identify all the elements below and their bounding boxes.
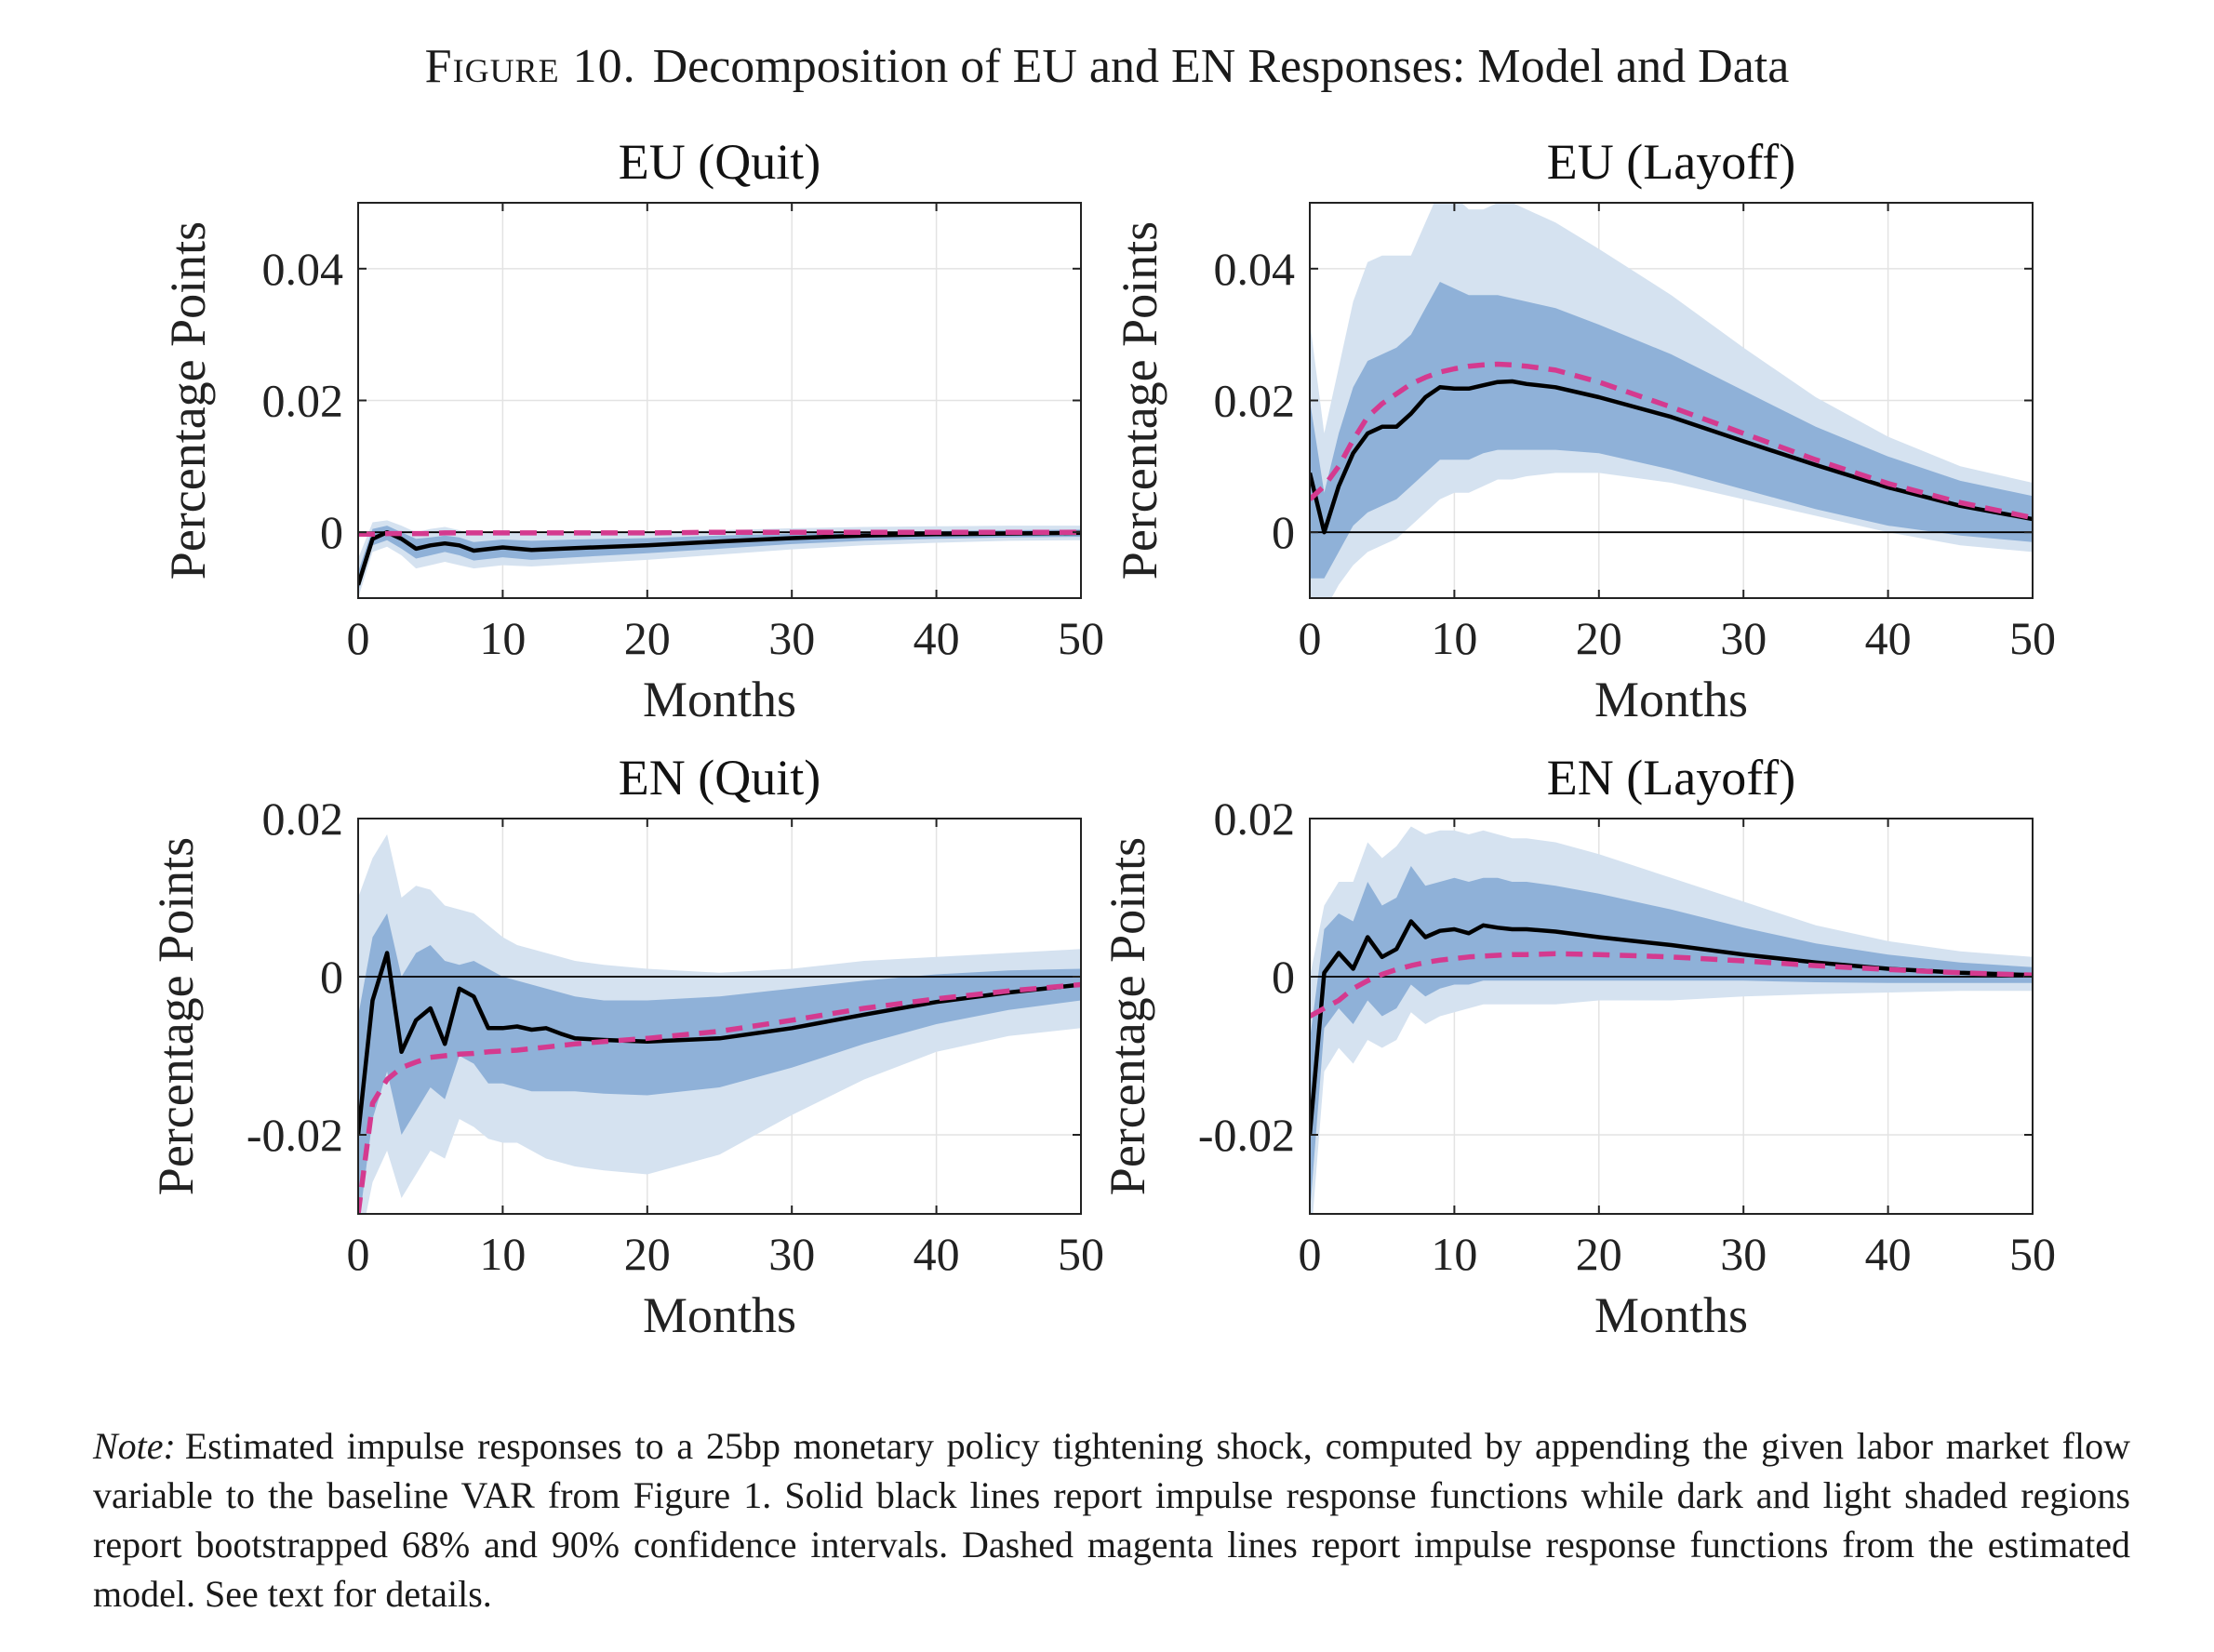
x-tick-label: 0 [1299,1228,1322,1280]
y-axis-label: Percentage Points [1112,221,1167,580]
chart-panel-1: 0 10 20 30 40 50 0 0.02 0.04 EU (Quit) Months Perce… [160,134,1104,727]
figure-title: Figure 10. Decomposition of EU and EN Res… [0,39,2214,94]
x-axis-label: Months [643,672,796,727]
x-tick-label: 10 [1431,1228,1477,1280]
y-tick-label: 0 [320,506,343,558]
chart-panel-4: 0 10 20 30 40 50 -0.02 0 0.02 EN (Layoff) Months Pe… [1100,750,2056,1343]
y-tick-label: 0.02 [262,375,344,427]
x-tick-label: 0 [347,612,370,664]
x-tick-label: 0 [1299,612,1322,664]
model-irf-line [1310,361,2033,521]
note-label: Note: [93,1425,176,1467]
ci68-band [1310,282,2033,579]
x-tick-label: 20 [624,612,671,664]
y-axis-label: Percentage Points [160,221,216,580]
y-tick-label: 0.04 [262,243,344,295]
axes-frame [357,818,1082,1215]
x-tick-label: 10 [479,612,526,664]
ci68-band [358,913,1081,1214]
x-axis-label: Months [1594,672,1748,727]
x-tick-label: 50 [2009,1228,2056,1280]
x-axis-label: Months [643,1287,796,1343]
x-tick-label: 30 [768,1228,815,1280]
figure-note: Note: Estimated impulse responses to a 25… [93,1421,2130,1619]
x-tick-label: 30 [1720,1228,1767,1280]
x-tick-label: 10 [1431,612,1477,664]
plot-area [358,834,1081,1214]
y-tick-label: 0 [320,951,343,1003]
x-tick-label: 20 [1576,1228,1622,1280]
y-axis-label: Percentage Points [148,837,204,1195]
y-tick-label: 0 [1272,506,1295,558]
y-tick-label: 0.02 [262,793,344,845]
model-irf-line [358,981,1081,1214]
data-irf-line [1310,379,2033,535]
model-irf-line [1310,951,2033,1019]
data-irf-line [358,529,1081,586]
ci68-band [1310,866,2033,1214]
panel-title: EU (Quit) [619,134,820,190]
figure-title-text: Decomposition of EU and EN Responses: Mo… [652,40,1790,93]
plot-area [358,520,1081,598]
x-tick-label: 30 [1720,612,1767,664]
figure-label: Figure 10. [424,40,636,93]
y-tick-label: 0 [1272,951,1295,1003]
chart-panel-2: 0 10 20 30 40 50 0 0.02 0.04 EU (Layoff) Months Per… [1112,134,2056,727]
x-tick-label: 20 [1576,612,1622,664]
y-axis-label: Percentage Points [1100,837,1155,1195]
panel-title: EU (Layoff) [1547,134,1795,190]
charts-canvas: 0 10 20 30 40 50 0 0.02 0.04 EU (Quit) Months Perce… [148,134,2056,1343]
x-tick-label: 0 [347,1228,370,1280]
data-irf-line [358,951,1081,1136]
y-tick-label: -0.02 [1198,1109,1295,1161]
note-text: Estimated impulse responses to a 25bp mo… [93,1425,2130,1615]
data-irf-line [1310,919,2033,1136]
ci68-band [358,526,1081,592]
plot-area [1310,826,2033,1214]
x-tick-label: 40 [914,612,960,664]
x-tick-label: 10 [479,1228,526,1280]
y-tick-label: 0.02 [1214,375,1296,427]
x-tick-label: 30 [768,612,815,664]
x-tick-label: 50 [1058,612,1104,664]
x-tick-label: 40 [1865,1228,1912,1280]
y-tick-label: -0.02 [247,1109,343,1161]
plot-area [1310,203,2033,598]
x-tick-label: 50 [2009,612,2056,664]
chart-panel-3: 0 10 20 30 40 50 -0.02 0 0.02 EN (Quit) Months Perc… [148,750,1104,1343]
x-axis-label: Months [1594,1287,1748,1343]
x-tick-label: 20 [624,1228,671,1280]
model-irf-line [358,529,1081,538]
x-tick-label: 40 [914,1228,960,1280]
panel-title: EN (Quit) [619,750,820,806]
y-tick-label: 0.02 [1214,793,1296,845]
y-tick-label: 0.04 [1214,243,1296,295]
panel-title: EN (Layoff) [1547,750,1795,806]
x-tick-label: 40 [1865,612,1912,664]
axes-frame [1309,818,2034,1215]
x-tick-label: 50 [1058,1228,1104,1280]
